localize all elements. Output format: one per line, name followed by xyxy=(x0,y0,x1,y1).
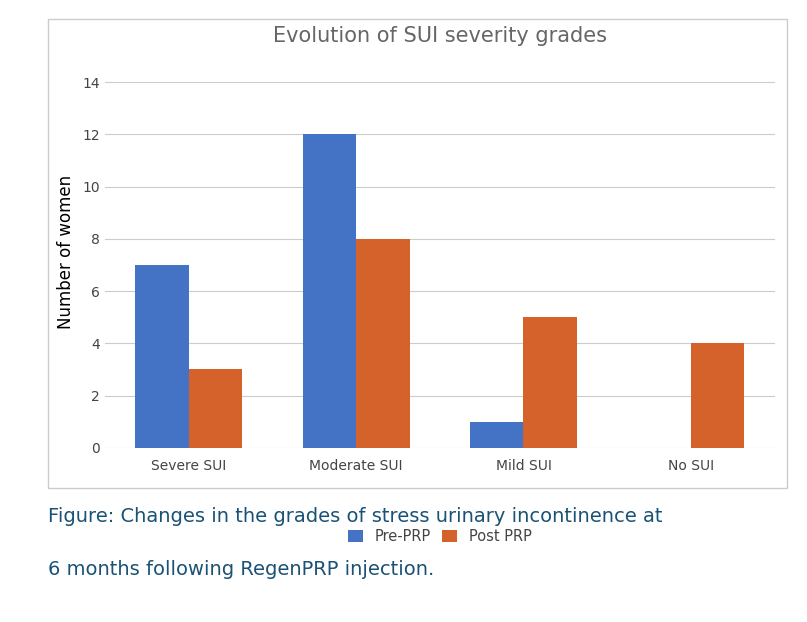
Legend: Pre-PRP, Post PRP: Pre-PRP, Post PRP xyxy=(342,524,537,550)
Bar xyxy=(356,239,410,448)
Bar xyxy=(470,422,524,448)
Bar xyxy=(189,369,242,448)
Text: Figure: Changes in the grades of stress urinary incontinence at: Figure: Changes in the grades of stress … xyxy=(48,507,663,526)
Y-axis label: Number of women: Number of women xyxy=(57,175,76,329)
Bar xyxy=(303,134,356,448)
Text: 6 months following RegenPRP injection.: 6 months following RegenPRP injection. xyxy=(48,560,435,579)
Bar xyxy=(136,265,189,448)
Bar xyxy=(524,317,577,448)
Title: Evolution of SUI severity grades: Evolution of SUI severity grades xyxy=(273,26,607,46)
Bar xyxy=(691,343,744,448)
